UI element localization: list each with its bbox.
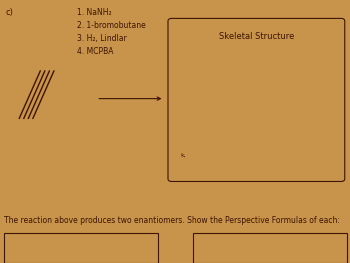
Text: The reaction above produces two enantiomers. Show the Perspective Formulas of ea: The reaction above produces two enantiom…	[4, 216, 340, 225]
Text: Skeletal Structure: Skeletal Structure	[219, 32, 294, 41]
Text: c): c)	[5, 8, 13, 17]
Text: 1. NaNH₂
2. 1-bromobutane
3. H₂, Lindlar
4. MCPBA: 1. NaNH₂ 2. 1-bromobutane 3. H₂, Lindlar…	[77, 8, 146, 57]
Text: k,: k,	[180, 153, 186, 158]
